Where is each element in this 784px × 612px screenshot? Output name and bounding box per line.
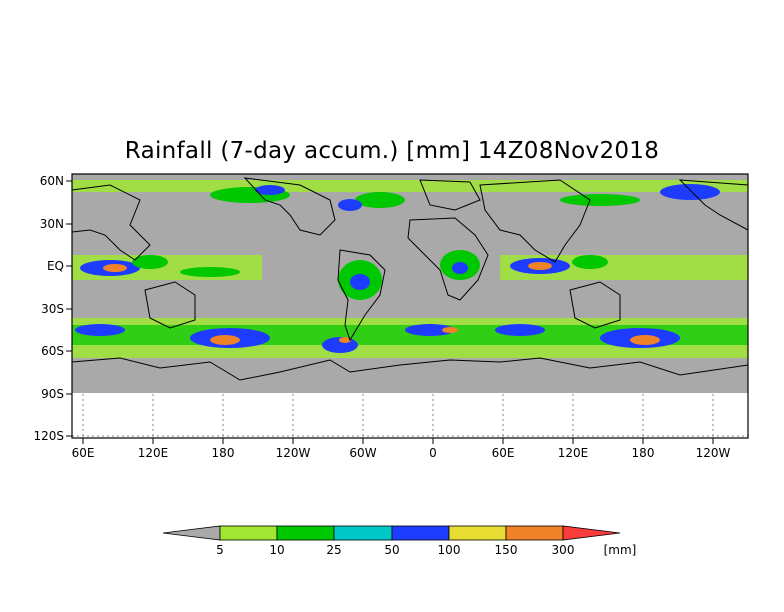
colorbar-under-triangle xyxy=(162,525,221,541)
cell xyxy=(660,184,720,200)
colorbar-threshold-label: 10 xyxy=(269,543,284,557)
cell xyxy=(560,194,640,206)
lon-label: 180 xyxy=(632,446,655,460)
cell xyxy=(210,335,240,345)
coastline-north-america xyxy=(243,177,336,236)
precip-bands xyxy=(72,180,748,358)
cell xyxy=(405,324,455,336)
coastline-antarctica xyxy=(71,357,749,381)
colorbar-threshold-label: 25 xyxy=(326,543,341,557)
cell xyxy=(630,335,660,345)
colorbar: 5 10 25 50 100 150 300 [mm] xyxy=(162,525,637,557)
coastline-south-america xyxy=(337,249,386,342)
lon-label: 120E xyxy=(558,446,589,460)
cell xyxy=(338,199,362,211)
lon-label: 120W xyxy=(696,446,731,460)
cell xyxy=(180,267,240,277)
coastline-africa xyxy=(407,217,489,301)
cell xyxy=(255,185,285,195)
colorbar-segment xyxy=(219,525,278,541)
blank-zone xyxy=(72,393,748,438)
colorbar-segment xyxy=(448,525,507,541)
data-field xyxy=(72,174,748,393)
lat-label: 30N xyxy=(40,217,64,231)
coastline-north-america-east xyxy=(678,179,749,231)
map-title: Rainfall (7-day accum.) [mm] 14Z08Nov201… xyxy=(124,138,660,164)
cell xyxy=(528,262,552,270)
cell xyxy=(75,324,125,336)
cell xyxy=(103,264,127,272)
colorbar-segment xyxy=(391,525,450,541)
colorbar-threshold-label: 100 xyxy=(438,543,461,557)
lon-label: 0 xyxy=(429,446,437,460)
lon-axis: 60E 120E 180 120W 60W 0 60E 120E 180 120W xyxy=(72,438,731,460)
cell xyxy=(495,324,545,336)
map-frame xyxy=(71,173,749,439)
cell xyxy=(339,337,351,343)
lat-label: 60N xyxy=(40,174,64,188)
colorbar-segment xyxy=(276,525,335,541)
lat-axis: 60N 30N EQ 30S 60S 90S 120S xyxy=(33,174,72,443)
lat-label: 60S xyxy=(41,344,64,358)
cell xyxy=(355,192,405,208)
colorbar-unit: [mm] xyxy=(604,543,637,557)
colorbar-threshold-label: 150 xyxy=(495,543,518,557)
coastline-australia-east xyxy=(569,281,621,329)
cell xyxy=(350,274,370,290)
lat-label: 30S xyxy=(41,302,64,316)
coastline-europe xyxy=(419,179,481,211)
colorbar-over-triangle xyxy=(562,525,621,541)
coastline-asia-west xyxy=(71,184,151,261)
colorbar-threshold-label: 300 xyxy=(552,543,575,557)
colorbar-threshold-label: 50 xyxy=(384,543,399,557)
lat-label: 120S xyxy=(33,429,64,443)
lat-label: 90S xyxy=(41,387,64,401)
cell xyxy=(442,327,458,333)
lon-label: 120E xyxy=(138,446,169,460)
cell xyxy=(132,255,168,269)
colorbar-segment xyxy=(505,525,564,541)
coastline-australia-west xyxy=(144,281,196,329)
lon-label: 60W xyxy=(349,446,376,460)
coastlines xyxy=(71,177,749,381)
colorbar-segment xyxy=(333,525,393,541)
lat-label: EQ xyxy=(47,259,64,273)
lon-label: 120W xyxy=(276,446,311,460)
lon-label: 180 xyxy=(212,446,235,460)
gridlines xyxy=(72,394,748,437)
coastline-asia-east xyxy=(479,179,591,263)
band-n-green xyxy=(72,180,748,192)
lon-label: 60E xyxy=(492,446,515,460)
cell xyxy=(452,262,468,274)
colorbar-threshold-label: 5 xyxy=(216,543,224,557)
cell xyxy=(572,255,608,269)
lon-label: 60E xyxy=(72,446,95,460)
